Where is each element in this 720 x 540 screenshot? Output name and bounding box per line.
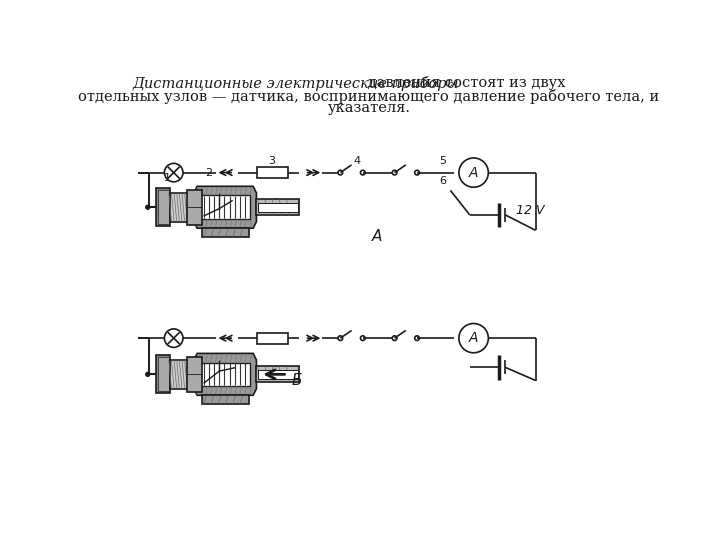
Circle shape [459,158,488,187]
Bar [256,333,287,343]
Text: 4: 4 [354,157,361,166]
Polygon shape [156,355,170,393]
Circle shape [164,164,183,182]
Text: давления состоят из двух: давления состоят из двух [363,76,565,90]
Text: 1: 1 [164,173,171,183]
Circle shape [415,336,419,340]
Polygon shape [170,360,194,389]
Circle shape [415,170,419,175]
Circle shape [145,373,150,376]
Polygon shape [258,370,298,379]
Polygon shape [202,395,249,404]
Text: 2: 2 [204,168,212,178]
Circle shape [361,336,365,340]
Polygon shape [202,228,249,238]
Polygon shape [187,356,202,392]
Bar [256,167,287,178]
Polygon shape [170,193,194,221]
Circle shape [361,170,365,175]
Circle shape [392,336,397,340]
Polygon shape [194,353,256,395]
Polygon shape [194,186,256,228]
Circle shape [459,323,488,353]
Text: отдельных узлов — датчика, воспринимающего давление рабочего тела, и: отдельных узлов — датчика, воспринимающе… [78,89,660,104]
Polygon shape [258,202,298,212]
Text: A: A [372,229,382,244]
Text: 5: 5 [439,157,446,166]
Circle shape [164,329,183,347]
Polygon shape [199,362,250,386]
Polygon shape [256,367,300,382]
Text: Дистанционные электрические приборы: Дистанционные электрические приборы [132,76,459,91]
Polygon shape [156,188,170,226]
Text: указателя.: указателя. [328,101,410,115]
Circle shape [145,205,150,209]
Text: Б: Б [292,373,302,388]
Circle shape [392,170,397,175]
Circle shape [338,336,343,340]
Polygon shape [158,190,168,224]
Polygon shape [256,199,300,215]
Text: 6: 6 [439,177,446,186]
Circle shape [338,170,343,175]
Text: A: A [469,166,478,180]
Text: 3: 3 [269,157,276,166]
Text: 12 V: 12 V [516,204,545,217]
Polygon shape [199,195,250,219]
Polygon shape [187,190,202,225]
Polygon shape [158,357,168,392]
Text: A: A [469,331,478,345]
